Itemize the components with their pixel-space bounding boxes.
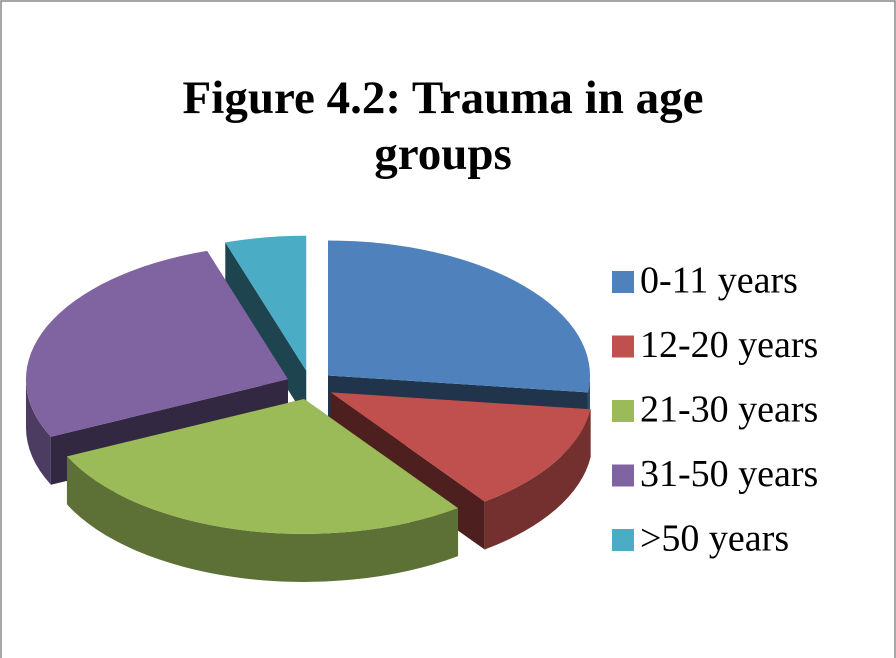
legend-swatch bbox=[612, 400, 634, 422]
chart-title: Figure 4.2: Trauma in age groups bbox=[182, 72, 704, 180]
legend-swatch bbox=[612, 271, 634, 293]
legend-label: 21-30 years bbox=[640, 389, 818, 431]
slice-top bbox=[330, 392, 591, 502]
slice-side bbox=[484, 409, 591, 550]
legend-label: 12-20 years bbox=[640, 324, 818, 366]
slice-top bbox=[25, 250, 288, 437]
slice-top bbox=[66, 398, 459, 534]
legend-label: 0-11 years bbox=[640, 260, 798, 302]
legend-swatch bbox=[612, 335, 634, 358]
slice bbox=[66, 398, 459, 582]
legend-swatch bbox=[612, 464, 634, 487]
slice-side bbox=[66, 456, 459, 582]
legend-swatch bbox=[612, 529, 634, 551]
legend-label: 31-50 years bbox=[640, 453, 818, 495]
slice-top bbox=[328, 240, 591, 393]
slice bbox=[225, 235, 307, 419]
slice-top bbox=[225, 235, 307, 371]
slice-wall bbox=[225, 242, 307, 419]
slice-side bbox=[25, 379, 51, 485]
legend-label: >50 years bbox=[640, 518, 789, 560]
